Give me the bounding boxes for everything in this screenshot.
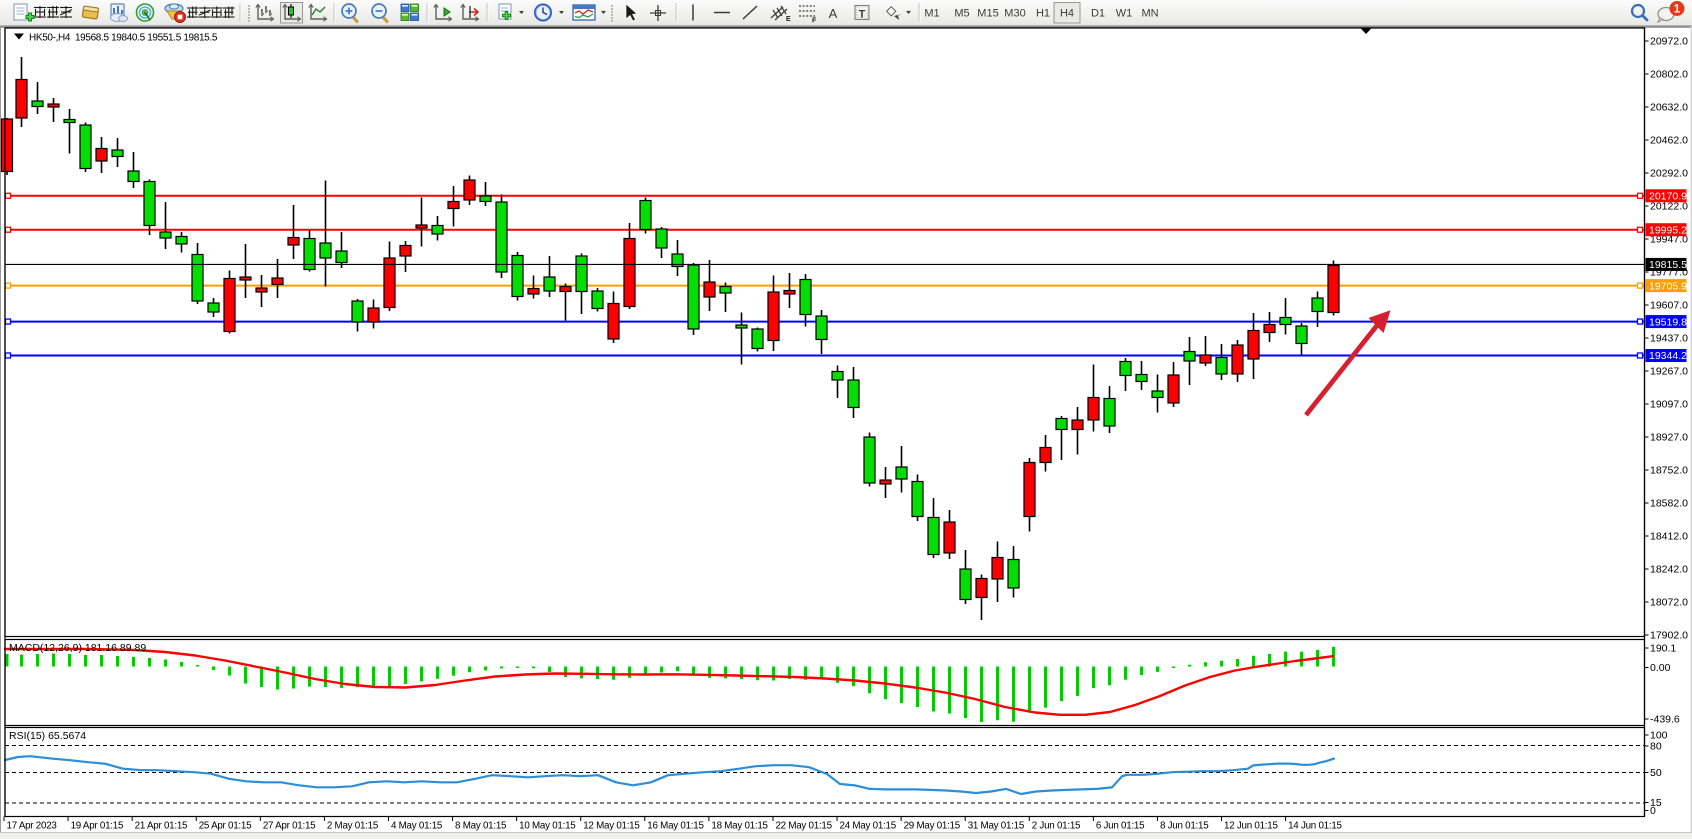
svg-text:F: F bbox=[812, 18, 817, 25]
svg-text:19344.2: 19344.2 bbox=[1649, 350, 1687, 362]
svg-text:12 May 01:15: 12 May 01:15 bbox=[583, 821, 640, 832]
svg-text:19267.0: 19267.0 bbox=[1650, 366, 1688, 378]
svg-text:20292.0: 20292.0 bbox=[1650, 168, 1688, 180]
svg-text:2 Jun 01:15: 2 Jun 01:15 bbox=[1032, 821, 1081, 832]
svg-text:8 May 01:15: 8 May 01:15 bbox=[455, 821, 507, 832]
svg-text:12 Jun 01:15: 12 Jun 01:15 bbox=[1224, 821, 1278, 832]
svg-text:190.1: 190.1 bbox=[1650, 643, 1676, 655]
svg-text:0.00: 0.00 bbox=[1650, 662, 1671, 674]
svg-text:50: 50 bbox=[1650, 767, 1662, 779]
svg-text:18072.0: 18072.0 bbox=[1650, 597, 1688, 609]
svg-text:19519.8: 19519.8 bbox=[1649, 316, 1687, 328]
svg-text:19705.9: 19705.9 bbox=[1649, 280, 1687, 292]
svg-text:0: 0 bbox=[1650, 805, 1656, 817]
svg-text:19947.0: 19947.0 bbox=[1650, 234, 1688, 246]
svg-text:19995.2: 19995.2 bbox=[1649, 224, 1687, 236]
svg-text:20802.0: 20802.0 bbox=[1650, 69, 1688, 81]
svg-text:18242.0: 18242.0 bbox=[1650, 564, 1688, 576]
svg-text:H1: H1 bbox=[1036, 8, 1050, 20]
svg-text:19 Apr 01:15: 19 Apr 01:15 bbox=[71, 821, 124, 832]
svg-text:25 Apr 01:15: 25 Apr 01:15 bbox=[199, 821, 252, 832]
svg-text:19607.0: 19607.0 bbox=[1650, 300, 1688, 312]
svg-text:20462.0: 20462.0 bbox=[1650, 135, 1688, 147]
svg-text:MN: MN bbox=[1141, 8, 1158, 20]
svg-text:A: A bbox=[829, 6, 838, 21]
svg-text:18927.0: 18927.0 bbox=[1650, 432, 1688, 444]
svg-text:MACD(12,26,9) 181.16 89.89: MACD(12,26,9) 181.16 89.89 bbox=[9, 642, 146, 654]
svg-text:D1: D1 bbox=[1091, 8, 1105, 20]
svg-text:27 Apr 01:15: 27 Apr 01:15 bbox=[263, 821, 316, 832]
svg-text:E: E bbox=[786, 16, 791, 23]
svg-text:18582.0: 18582.0 bbox=[1650, 498, 1688, 510]
svg-text:18 May 01:15: 18 May 01:15 bbox=[711, 821, 768, 832]
svg-text:6 Jun 01:15: 6 Jun 01:15 bbox=[1096, 821, 1145, 832]
svg-text:24 May 01:15: 24 May 01:15 bbox=[840, 821, 897, 832]
svg-text:M15: M15 bbox=[977, 8, 998, 20]
svg-text:17 Apr 2023: 17 Apr 2023 bbox=[7, 821, 58, 832]
svg-text:17902.0: 17902.0 bbox=[1650, 630, 1688, 642]
svg-text:21 Apr 01:15: 21 Apr 01:15 bbox=[135, 821, 188, 832]
svg-text:20170.9: 20170.9 bbox=[1649, 190, 1687, 202]
svg-text:19437.0: 19437.0 bbox=[1650, 333, 1688, 345]
svg-text:8 Jun 01:15: 8 Jun 01:15 bbox=[1160, 821, 1209, 832]
svg-text:-439.6: -439.6 bbox=[1650, 714, 1680, 726]
svg-text:29 May 01:15: 29 May 01:15 bbox=[904, 821, 961, 832]
svg-text:H4: H4 bbox=[1060, 8, 1074, 20]
svg-text:RSI(15) 65.5674: RSI(15) 65.5674 bbox=[9, 730, 86, 742]
svg-text:M30: M30 bbox=[1004, 8, 1025, 20]
svg-text:20972.0: 20972.0 bbox=[1650, 36, 1688, 48]
svg-text:2 May 01:15: 2 May 01:15 bbox=[327, 821, 379, 832]
svg-text:1: 1 bbox=[1674, 4, 1681, 16]
svg-text:100: 100 bbox=[1650, 730, 1668, 742]
svg-text:16 May 01:15: 16 May 01:15 bbox=[647, 821, 704, 832]
svg-text:19097.0: 19097.0 bbox=[1650, 399, 1688, 411]
svg-text:T: T bbox=[859, 9, 866, 21]
svg-text:W1: W1 bbox=[1116, 8, 1133, 20]
svg-text:31 May 01:15: 31 May 01:15 bbox=[968, 821, 1025, 832]
svg-text:4 May 01:15: 4 May 01:15 bbox=[391, 821, 443, 832]
svg-text:20122.0: 20122.0 bbox=[1650, 201, 1688, 213]
svg-text:18412.0: 18412.0 bbox=[1650, 531, 1688, 543]
svg-text:10 May 01:15: 10 May 01:15 bbox=[519, 821, 576, 832]
svg-text:14 Jun 01:15: 14 Jun 01:15 bbox=[1288, 821, 1342, 832]
svg-text:18752.0: 18752.0 bbox=[1650, 465, 1688, 477]
svg-text:M1: M1 bbox=[924, 8, 939, 20]
svg-text:19815.5: 19815.5 bbox=[1649, 259, 1687, 271]
svg-text:80: 80 bbox=[1650, 741, 1662, 753]
svg-text:22 May 01:15: 22 May 01:15 bbox=[775, 821, 832, 832]
svg-text:M5: M5 bbox=[954, 8, 969, 20]
svg-text:20632.0: 20632.0 bbox=[1650, 102, 1688, 114]
svg-text:HK50-,H4 19568.5 19840.5 1955: HK50-,H4 19568.5 19840.5 19551.5 19815.5 bbox=[29, 33, 218, 44]
svg-text:15: 15 bbox=[1650, 797, 1662, 809]
